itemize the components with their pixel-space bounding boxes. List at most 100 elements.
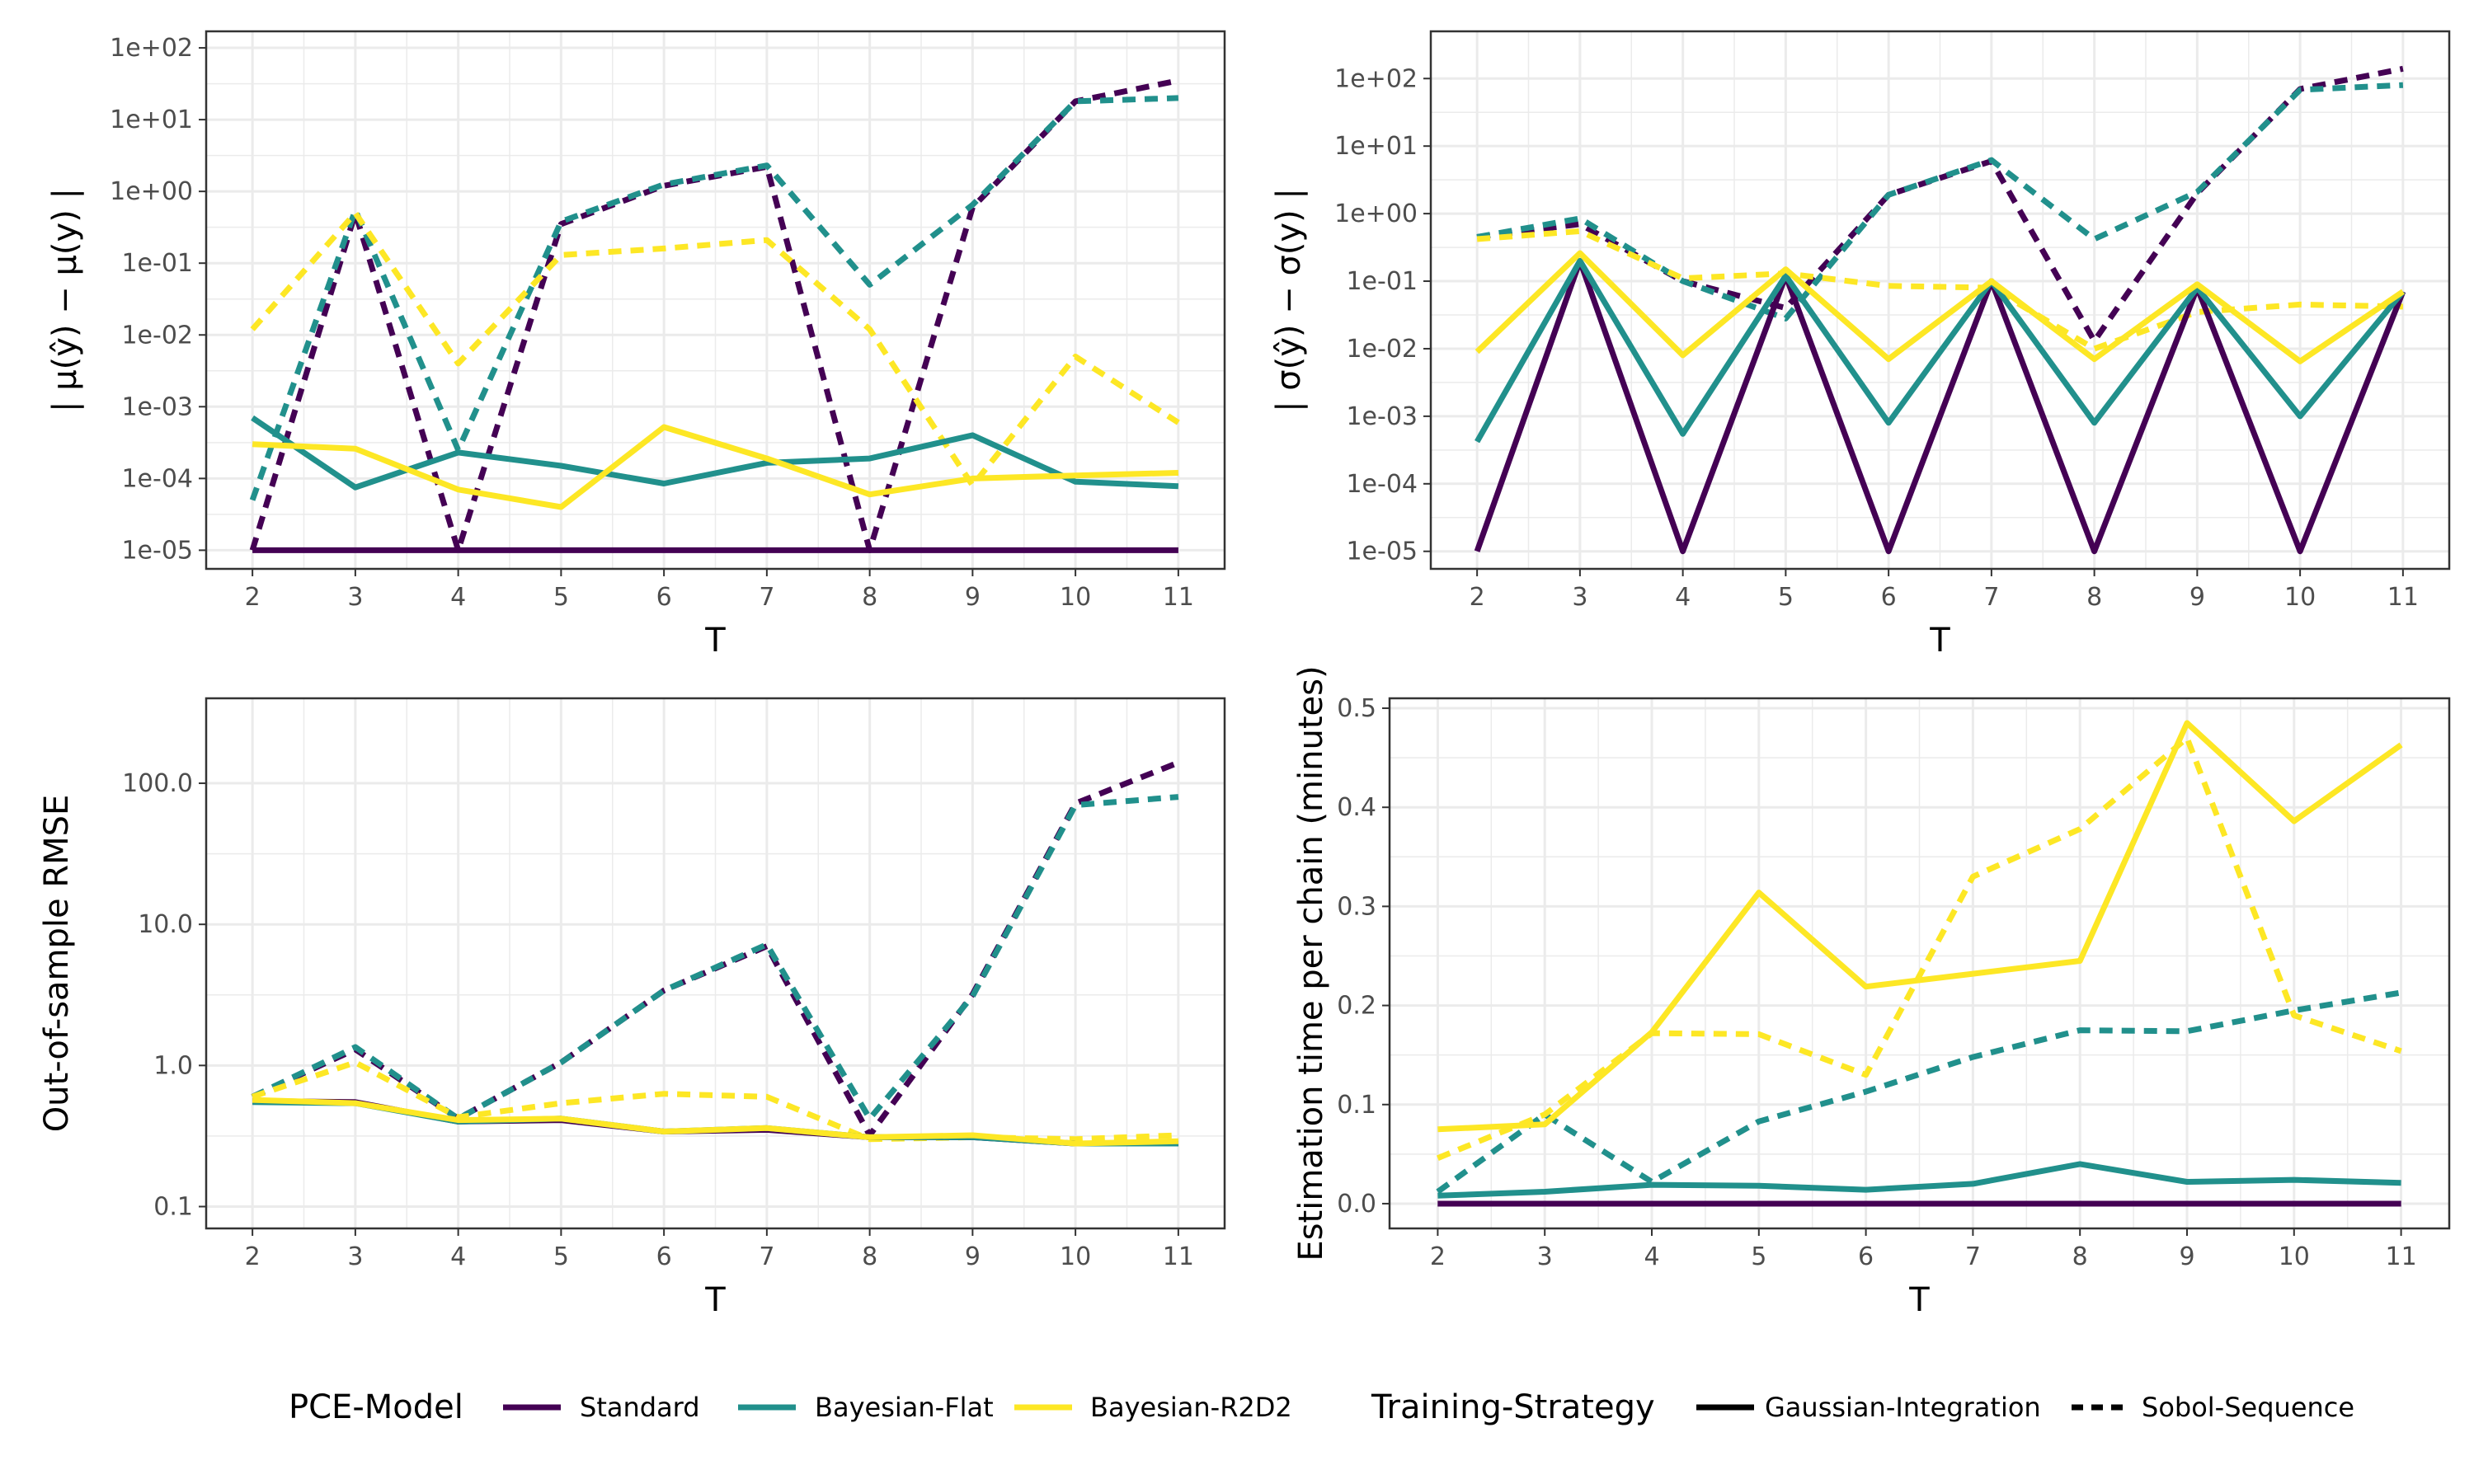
y-tick-label: 0.4	[1337, 793, 1376, 822]
x-tick-label: 8	[2072, 1242, 2088, 1271]
x-axis-title: T	[704, 1281, 726, 1319]
x-axis-title: T	[704, 622, 726, 660]
y-tick-label: 10.0	[138, 910, 193, 939]
panel-sd-error: 2 3 4 5 6 7 8 9 10 11 1e-05 1e-04 1e-03 1e-02 1e-01 1e+…	[1270, 30, 2451, 660]
series-line-bayesian-r2d2-sobol-sequence	[251, 1059, 1179, 1143]
x-tick-label: 10	[1060, 1242, 1091, 1271]
panel-border	[205, 30, 1226, 571]
x-tick-label: 4	[450, 1242, 466, 1271]
y-axis-title: | μ(ŷ) − μ(y) |	[46, 188, 84, 412]
series-line-bayesian-flat-gaussian-integration	[1475, 257, 2406, 444]
x-tick-label: 10	[2284, 583, 2316, 612]
series-line-standard-gaussian-integration	[1474, 257, 2406, 555]
x-tick-label: 3	[1572, 583, 1587, 612]
y-tick-label: 1e+02	[110, 34, 193, 63]
x-tick-label: 6	[656, 1242, 672, 1271]
y-tick-label: 1e+02	[1334, 64, 1418, 93]
panel-border	[1388, 697, 2451, 1230]
y-tick-label: 0.1	[1337, 1091, 1376, 1120]
y-tick-label: 1e-04	[121, 464, 193, 493]
y-tick-label: 0.5	[1337, 694, 1376, 723]
series-line-bayesian-r2d2-sobol-sequence	[1476, 228, 2403, 352]
x-tick-label: 5	[1751, 1242, 1766, 1271]
panel-rmse: 2 3 4 5 6 7 8 9 10 11 0.1 1.0 10.0 100.0 T Out-of-sampl…	[38, 697, 1226, 1319]
x-tick-label: 2	[245, 1242, 261, 1271]
series-line-bayesian-r2d2-gaussian-integration	[1475, 250, 2405, 364]
x-tick-label: 10	[2279, 1242, 2310, 1271]
x-tick-label: 4	[1644, 1242, 1659, 1271]
panel-estimation-time: 2 3 4 5 6 7 8 9 10 11 0.0 0.1 0.2 0.3 0.4 0.5 T Estimatio…	[1292, 665, 2451, 1319]
panel-border	[1429, 30, 2451, 571]
x-tick-label: 6	[656, 583, 672, 612]
x-tick-label: 8	[862, 583, 877, 612]
panel-mean-error: 2 3 4 5 6 7 8 9 10 11 1e-05 1e-04 1e-03 1e-02 1e-01 1e+…	[46, 30, 1226, 660]
y-axis-title: | σ(ŷ) − σ(y) |	[1270, 188, 1308, 412]
x-tick-label: 9	[2179, 1242, 2194, 1271]
y-tick-label: 0.0	[1337, 1190, 1376, 1219]
y-tick-label: 1e-01	[121, 249, 193, 278]
x-tick-label: 5	[553, 583, 569, 612]
y-tick-label: 1e-02	[1346, 335, 1418, 364]
y-tick-label: 1e-04	[1346, 470, 1418, 499]
x-tick-label: 7	[1983, 583, 1999, 612]
x-tick-label: 5	[1778, 583, 1794, 612]
x-tick-label: 2	[245, 583, 261, 612]
y-tick-label: 0.2	[1337, 992, 1376, 1021]
y-tick-label: 1e-05	[121, 536, 193, 565]
legend-strategy-title: Training-Strategy	[1371, 1388, 1655, 1426]
series-line-bayesian-flat-sobol-sequence	[1476, 82, 2404, 322]
x-tick-label: 4	[450, 583, 466, 612]
x-tick-label: 7	[1965, 1242, 1981, 1271]
y-tick-label: 1e-03	[121, 392, 193, 421]
legend-label-sobol-sequence: Sobol-Sequence	[2142, 1392, 2354, 1423]
y-tick-label: 0.3	[1337, 892, 1376, 921]
x-tick-label: 7	[759, 583, 774, 612]
y-tick-label: 1e+00	[110, 177, 193, 206]
x-tick-label: 8	[2086, 583, 2102, 612]
x-tick-label: 11	[2387, 583, 2419, 612]
legend-label-bayesian-flat: Bayesian-Flat	[815, 1392, 994, 1423]
legend-label-bayesian-r2d2: Bayesian-R2D2	[1090, 1392, 1292, 1423]
series-line-bayesian-flat-sobol-sequence	[249, 95, 1179, 501]
series-line-bayesian-r2d2-gaussian-integration	[252, 1097, 1178, 1147]
y-tick-label: 100.0	[122, 769, 193, 798]
series-line-bayesian-r2d2-sobol-sequence	[250, 209, 1180, 489]
x-tick-label: 3	[347, 1242, 363, 1271]
legend-model-title: PCE-Model	[289, 1388, 463, 1426]
x-tick-label: 8	[862, 1242, 877, 1271]
x-tick-label: 9	[965, 583, 981, 612]
x-tick-label: 6	[1858, 1242, 1874, 1271]
legend-label-gaussian-integration: Gaussian-Integration	[1765, 1392, 2041, 1423]
panel-border	[205, 697, 1226, 1230]
x-tick-label: 5	[553, 1242, 569, 1271]
y-tick-label: 1e+01	[1334, 132, 1418, 161]
x-axis-title: T	[1929, 622, 1950, 660]
series-line-bayesian-flat-sobol-sequence	[251, 794, 1179, 1122]
series-line-bayesian-r2d2-sobol-sequence	[1437, 735, 2402, 1161]
y-tick-label: 1e+00	[1334, 200, 1418, 228]
y-tick-label: 1e-03	[1346, 402, 1418, 431]
legend-label-standard: Standard	[580, 1392, 700, 1423]
x-tick-label: 11	[1163, 583, 1194, 612]
legend: PCE-Model Standard Bayesian-Flat Bayesia…	[289, 1388, 2354, 1426]
x-tick-label: 2	[1470, 583, 1485, 612]
y-axis-title: Out-of-sample RMSE	[38, 795, 76, 1133]
y-tick-label: 1e+01	[110, 106, 193, 134]
x-tick-label: 11	[2385, 1242, 2416, 1271]
y-axis-title: Estimation time per chain (minutes)	[1292, 665, 1330, 1261]
x-tick-label: 4	[1675, 583, 1691, 612]
x-tick-label: 9	[2189, 583, 2205, 612]
x-tick-label: 10	[1060, 583, 1091, 612]
series-line-bayesian-flat-gaussian-integration	[1437, 1161, 2401, 1199]
x-tick-label: 3	[1537, 1242, 1553, 1271]
x-tick-label: 7	[759, 1242, 774, 1271]
y-tick-label: 1e-05	[1346, 538, 1418, 566]
x-tick-label: 2	[1430, 1242, 1446, 1271]
y-tick-label: 1e-02	[121, 321, 193, 350]
x-tick-label: 6	[1881, 583, 1897, 612]
series-line-bayesian-r2d2-gaussian-integration	[252, 424, 1178, 510]
x-tick-label: 11	[1163, 1242, 1194, 1271]
series-line-bayesian-flat-sobol-sequence	[1436, 989, 2402, 1195]
series-line-bayesian-r2d2-gaussian-integration	[1437, 720, 2403, 1133]
